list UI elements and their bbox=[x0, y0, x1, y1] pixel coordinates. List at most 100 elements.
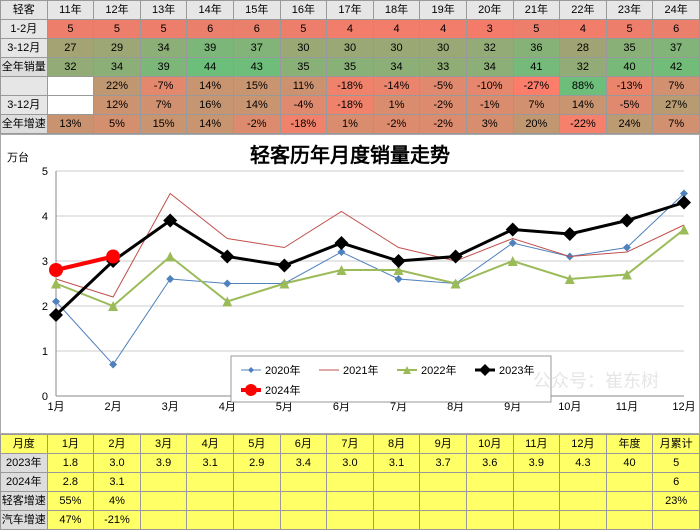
svg-text:12月: 12月 bbox=[672, 401, 695, 413]
btm-header: 月度 bbox=[1, 435, 48, 454]
top-cell: 5 bbox=[606, 20, 653, 39]
btm-cell bbox=[187, 473, 234, 492]
year-header: 21年 bbox=[513, 1, 560, 20]
top-cell: 4 bbox=[420, 20, 467, 39]
top-cell: 43 bbox=[233, 58, 280, 77]
top-cell: 34 bbox=[140, 39, 187, 58]
btm-cell bbox=[280, 473, 327, 492]
top-cell: 15% bbox=[140, 115, 187, 134]
row-label: 全年销量 bbox=[1, 58, 48, 77]
top-cell: 4 bbox=[373, 20, 420, 39]
row-label: 全年增速 bbox=[1, 115, 48, 134]
btm-cell bbox=[233, 511, 280, 530]
top-cell: 34 bbox=[94, 58, 141, 77]
btm-cell: 3.0 bbox=[327, 454, 374, 473]
top-cell: 5 bbox=[47, 20, 94, 39]
svg-text:8月: 8月 bbox=[447, 401, 464, 413]
btm-row-label: 2023年 bbox=[1, 454, 48, 473]
top-cell: 33 bbox=[420, 58, 467, 77]
row-label: 3-12月 bbox=[1, 39, 48, 58]
top-cell: 6 bbox=[187, 20, 234, 39]
btm-cell bbox=[327, 511, 374, 530]
top-cell: -5% bbox=[606, 96, 653, 115]
top-cell: -22% bbox=[560, 115, 607, 134]
row-label bbox=[1, 77, 48, 96]
svg-text:10月: 10月 bbox=[558, 401, 581, 413]
btm-cell: 3.1 bbox=[187, 454, 234, 473]
btm-header: 年度 bbox=[606, 435, 653, 454]
top-cell: 3 bbox=[466, 20, 513, 39]
row-label: 1-2月 bbox=[1, 20, 48, 39]
top-cell: 7% bbox=[653, 115, 700, 134]
top-cell: 27% bbox=[653, 96, 700, 115]
top-cell bbox=[47, 96, 94, 115]
btm-cell bbox=[653, 511, 700, 530]
btm-cell bbox=[373, 511, 420, 530]
btm-header: 4月 bbox=[187, 435, 234, 454]
btm-cell bbox=[187, 492, 234, 511]
top-cell: 14% bbox=[187, 115, 234, 134]
top-cell: -4% bbox=[280, 96, 327, 115]
btm-header: 2月 bbox=[94, 435, 141, 454]
top-cell: -2% bbox=[420, 115, 467, 134]
btm-cell bbox=[466, 511, 513, 530]
btm-cell bbox=[560, 473, 607, 492]
top-cell: 11% bbox=[280, 77, 327, 96]
btm-cell: 3.7 bbox=[420, 454, 467, 473]
year-header: 23年 bbox=[606, 1, 653, 20]
btm-cell: 3.1 bbox=[94, 473, 141, 492]
svg-text:5月: 5月 bbox=[276, 401, 293, 413]
btm-header: 1月 bbox=[47, 435, 94, 454]
btm-header: 7月 bbox=[327, 435, 374, 454]
svg-text:2月: 2月 bbox=[105, 401, 122, 413]
top-cell: -13% bbox=[606, 77, 653, 96]
top-cell: -14% bbox=[373, 77, 420, 96]
top-cell: 7% bbox=[513, 96, 560, 115]
svg-text:11月: 11月 bbox=[616, 401, 638, 413]
top-cell: -1% bbox=[466, 96, 513, 115]
btm-cell: 6 bbox=[653, 473, 700, 492]
top-cell: -18% bbox=[327, 77, 374, 96]
btm-cell bbox=[233, 492, 280, 511]
top-cell: 5 bbox=[513, 20, 560, 39]
btm-cell bbox=[560, 492, 607, 511]
btm-cell bbox=[280, 492, 327, 511]
top-cell: 40 bbox=[606, 58, 653, 77]
btm-cell: -21% bbox=[94, 511, 141, 530]
btm-cell: 40 bbox=[606, 454, 653, 473]
svg-text:2: 2 bbox=[42, 301, 48, 313]
btm-header: 月累计 bbox=[653, 435, 700, 454]
top-cell: 35 bbox=[280, 58, 327, 77]
top-cell: 1% bbox=[327, 115, 374, 134]
top-cell: 42 bbox=[653, 58, 700, 77]
btm-cell bbox=[233, 473, 280, 492]
top-cell: 28 bbox=[560, 39, 607, 58]
btm-header: 8月 bbox=[373, 435, 420, 454]
top-cell: 30 bbox=[420, 39, 467, 58]
top-cell: 37 bbox=[233, 39, 280, 58]
btm-cell bbox=[373, 473, 420, 492]
btm-cell bbox=[513, 473, 560, 492]
btm-cell: 4% bbox=[94, 492, 141, 511]
top-cell: 5 bbox=[280, 20, 327, 39]
svg-text:4: 4 bbox=[42, 211, 48, 223]
btm-row-label: 轻客增速 bbox=[1, 492, 48, 511]
year-header: 11年 bbox=[47, 1, 94, 20]
btm-cell bbox=[420, 473, 467, 492]
top-cell: 16% bbox=[187, 96, 234, 115]
btm-cell bbox=[466, 492, 513, 511]
top-cell: 88% bbox=[560, 77, 607, 96]
svg-text:6月: 6月 bbox=[333, 401, 350, 413]
svg-text:2021年: 2021年 bbox=[343, 363, 378, 377]
btm-cell: 3.1 bbox=[373, 454, 420, 473]
btm-cell bbox=[140, 492, 187, 511]
btm-cell bbox=[560, 511, 607, 530]
btm-cell bbox=[606, 492, 653, 511]
top-cell: 12% bbox=[94, 96, 141, 115]
top-cell: 14% bbox=[187, 77, 234, 96]
btm-cell: 23% bbox=[653, 492, 700, 511]
top-cell: 6 bbox=[653, 20, 700, 39]
year-header: 13年 bbox=[140, 1, 187, 20]
svg-text:3月: 3月 bbox=[162, 401, 179, 413]
btm-cell bbox=[280, 511, 327, 530]
